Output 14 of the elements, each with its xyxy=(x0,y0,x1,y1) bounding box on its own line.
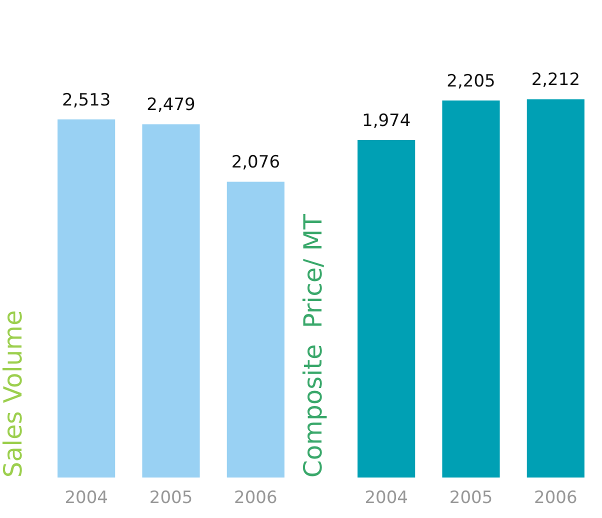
data-label: 2,076 xyxy=(231,152,280,173)
data-label: 2,212 xyxy=(531,70,580,90)
y-axis-title: Composite Price/ MT xyxy=(298,213,328,478)
x-tick-label: 2004 xyxy=(64,488,108,508)
data-label: 1,974 xyxy=(362,110,411,131)
x-tick-label: 2006 xyxy=(534,488,578,508)
data-label: 2,513 xyxy=(62,90,111,110)
y-axis-title: Sales Volume xyxy=(0,310,28,478)
x-tick-label: 2005 xyxy=(149,488,193,508)
x-tick-label: 2005 xyxy=(449,488,493,508)
data-label: 2,479 xyxy=(146,95,196,116)
x-tick-label: 2004 xyxy=(364,488,408,508)
data-label: 2,205 xyxy=(446,71,496,92)
x-tick-label: 2006 xyxy=(234,488,278,508)
